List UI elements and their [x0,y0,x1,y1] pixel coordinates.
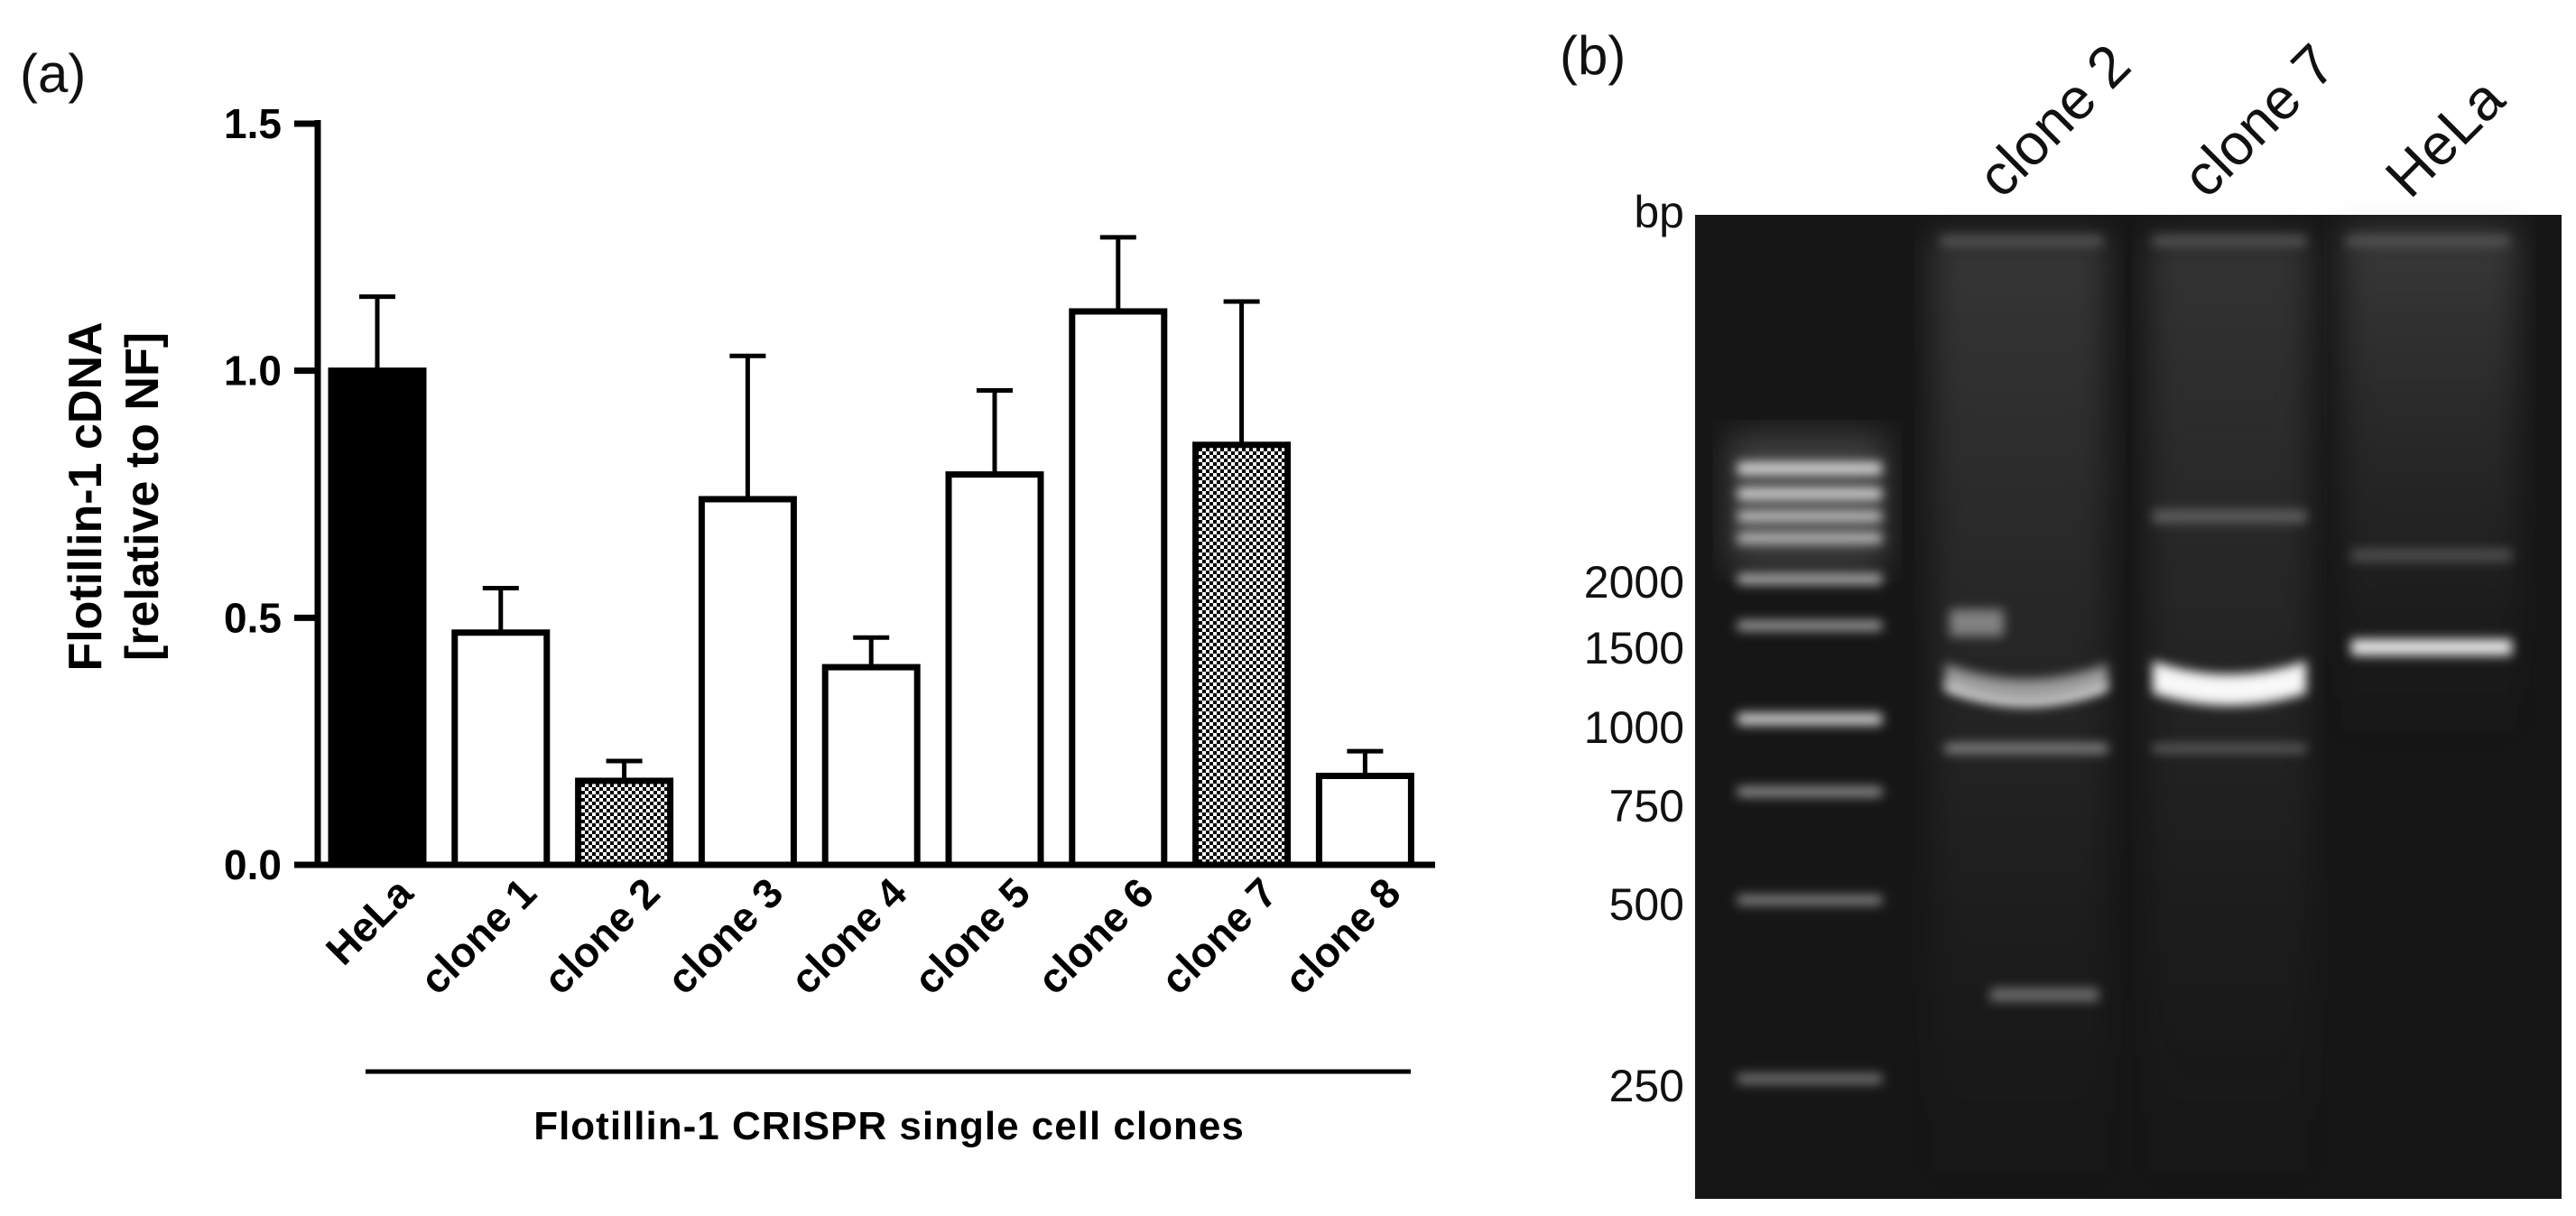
bar [821,664,921,868]
category-label: clone 6 [1028,868,1163,1003]
gel-unit-label: bp [1634,187,1684,237]
lane-label: HeLa [2373,66,2516,209]
category-label: clone 2 [534,868,669,1003]
bar [575,777,674,868]
bar [451,629,551,868]
ladder-size-label: 250 [1609,1061,1684,1111]
bar [1069,308,1168,868]
y-ticks-group: 0.0 0.5 1.0 1.5 [224,100,318,888]
x-axis-group-title: Flotillin-1 CRISPR single cell clones [533,1104,1245,1148]
ladder-bands [1737,462,1882,1083]
y-tick-label: 1.5 [224,100,282,147]
ladder-labels-group: 2000 1500 1000 750 500 250 [1584,557,1684,1111]
gel-image [1695,215,2562,1199]
lane-label: clone 7 [2170,32,2348,209]
error-bars-group [359,235,1384,781]
ladder-size-label: 500 [1609,879,1684,930]
ladder-size-label: 2000 [1584,557,1684,608]
ladder-size-label: 1000 [1584,702,1684,753]
category-label: clone 8 [1275,868,1410,1003]
bar [698,496,797,868]
y-axis-title-line2: [relative to NF] [116,332,169,661]
category-label: clone 7 [1152,868,1286,1003]
lane-label: clone 2 [1965,32,2143,209]
y-tick-label: 0.5 [224,594,282,641]
bar [328,367,427,868]
sample-bands [1945,510,2512,1001]
category-label: clone 5 [904,868,1039,1003]
bars-group [328,308,1414,868]
panel-label-b: (b) [1560,25,1626,86]
category-label: clone 4 [781,868,915,1003]
category-label: HeLa [317,868,422,974]
ladder-size-label: 1500 [1584,623,1684,673]
panel-label-a: (a) [20,43,86,104]
ladder-size-label: 750 [1609,781,1684,831]
category-label: clone 3 [658,868,792,1003]
category-label: clone 1 [411,868,545,1003]
y-tick-label: 1.0 [224,348,282,395]
y-axis-title-line1: Flotillin-1 cDNA [60,321,112,671]
bar [945,471,1044,868]
y-tick-label: 0.0 [224,841,282,888]
lane-labels-group: clone 2 clone 7 HeLa [1965,32,2516,209]
bar [1192,441,1292,868]
bar [1315,772,1414,868]
